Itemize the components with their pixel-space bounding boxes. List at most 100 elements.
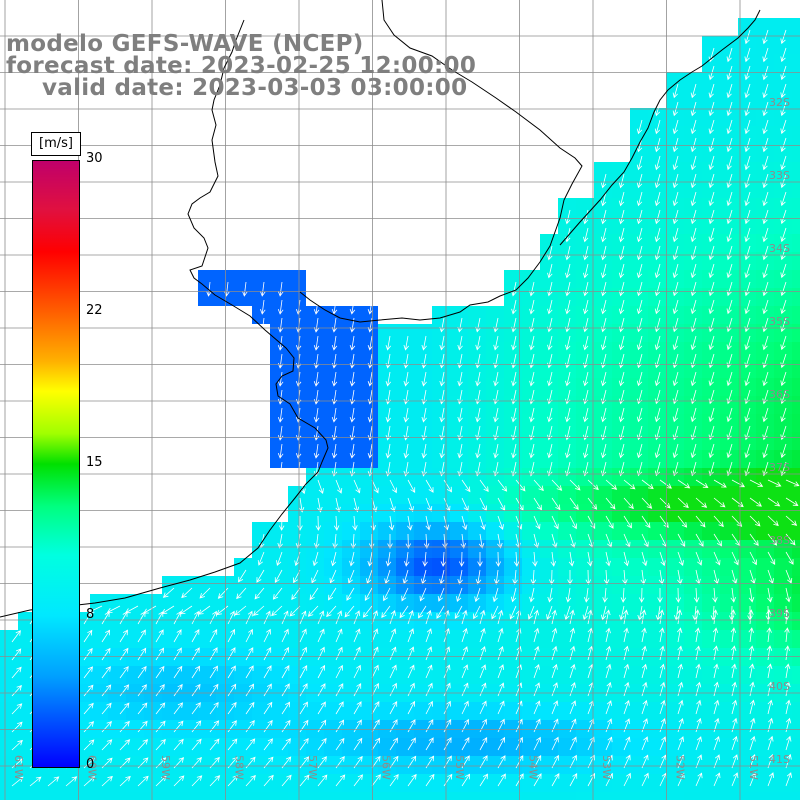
- wind-arrow: [708, 119, 715, 135]
- wind-cell: [414, 342, 432, 360]
- wind-cell: [504, 594, 522, 612]
- wind-cell: [738, 738, 756, 756]
- wind-arrow: [407, 700, 415, 715]
- lon-label: 59W: [159, 755, 172, 780]
- wind-arrow: [101, 684, 112, 697]
- wind-cell: [612, 432, 630, 450]
- wind-cell: [396, 738, 414, 756]
- wind-cell: [396, 756, 414, 774]
- wind-arrow: [605, 627, 611, 643]
- wind-arrow: [493, 335, 499, 351]
- wind-cell: [630, 702, 648, 720]
- wind-arrow: [677, 772, 685, 787]
- wind-arrow: [762, 137, 769, 153]
- wind-cell: [666, 720, 684, 738]
- wind-arrow: [690, 263, 697, 279]
- wind-arrow: [744, 137, 751, 153]
- wind-cell: [324, 486, 342, 504]
- wind-cell: [738, 468, 756, 486]
- wind-arrow: [780, 209, 787, 225]
- wind-cell: [468, 774, 486, 792]
- wind-cell: [612, 576, 630, 594]
- wind-arrow: [399, 605, 409, 619]
- wind-arrow: [497, 479, 508, 492]
- wind-cell: [576, 504, 594, 522]
- wind-cell: [324, 342, 342, 360]
- wind-cell: [414, 774, 432, 792]
- wind-cell: [360, 414, 378, 432]
- wind-arrow: [461, 646, 468, 661]
- wind-cell: [720, 756, 738, 774]
- wind-cell: [342, 396, 360, 414]
- wind-cell: [0, 774, 18, 792]
- wind-cell: [198, 756, 216, 774]
- wind-cell: [198, 576, 216, 594]
- wind-arrow: [497, 515, 504, 530]
- wind-cell: [792, 18, 800, 36]
- longitude-labels: 61W60W59W58W57W56W55W54W53W52W51W50W: [12, 755, 760, 780]
- wind-cell: [702, 288, 720, 306]
- wind-arrow: [547, 443, 553, 459]
- wind-cell: [576, 432, 594, 450]
- wind-arrow: [479, 773, 488, 787]
- wind-arrow: [474, 587, 481, 603]
- wind-cell: [288, 774, 306, 792]
- wind-cell: [594, 360, 612, 378]
- wind-cell: [216, 720, 234, 738]
- wind-cell: [666, 360, 684, 378]
- wind-cell: [522, 792, 540, 800]
- wind-cell: [270, 738, 288, 756]
- wind-cell: [612, 468, 630, 486]
- wind-cell: [396, 396, 414, 414]
- wind-arrow: [730, 645, 737, 661]
- wind-cell: [234, 666, 252, 684]
- colorbar-tick-30: 30: [86, 151, 103, 166]
- wind-arrow: [785, 479, 800, 487]
- wind-arrow: [443, 682, 451, 697]
- wind-cell: [324, 378, 342, 396]
- wind-cell: [540, 702, 558, 720]
- wind-arrow: [335, 610, 343, 625]
- wind-arrow: [209, 683, 219, 697]
- wind-cell: [684, 396, 702, 414]
- wind-cell: [342, 486, 360, 504]
- wind-cell: [162, 792, 180, 800]
- wind-cell: [432, 702, 450, 720]
- wind-cell: [720, 54, 738, 72]
- wind-cell: [252, 612, 270, 630]
- wind-cell: [504, 540, 522, 558]
- wind-cell: [486, 468, 504, 486]
- wind-cell: [216, 594, 234, 612]
- wind-arrow: [762, 281, 769, 297]
- wind-arrow: [407, 773, 417, 787]
- wind-arrow: [623, 645, 630, 661]
- wind-cell: [486, 378, 504, 396]
- wind-cell: [450, 630, 468, 648]
- wind-cell: [396, 414, 414, 432]
- wind-arrow: [672, 137, 679, 153]
- wind-cell: [180, 666, 198, 684]
- wind-cell: [792, 54, 800, 72]
- wind-cell: [666, 792, 684, 800]
- wind-cell: [162, 594, 180, 612]
- wind-cell: [288, 702, 306, 720]
- wind-cell: [450, 486, 468, 504]
- wind-arrow: [654, 137, 661, 153]
- wind-cell: [540, 594, 558, 612]
- wind-cell: [594, 252, 612, 270]
- wind-arrow: [547, 407, 553, 423]
- lat-label: 35S: [769, 315, 790, 328]
- wind-arrow: [568, 551, 575, 567]
- wind-cell: [522, 558, 540, 576]
- wind-cell: [396, 774, 414, 792]
- wind-cell: [288, 720, 306, 738]
- wind-arrow: [457, 317, 463, 333]
- wind-arrow: [403, 335, 410, 351]
- wind-arrow: [245, 628, 253, 643]
- wind-cell: [504, 270, 522, 288]
- wind-arrow: [726, 245, 733, 261]
- wind-cell: [702, 468, 720, 486]
- wind-arrow: [780, 443, 787, 459]
- wind-cell: [702, 306, 720, 324]
